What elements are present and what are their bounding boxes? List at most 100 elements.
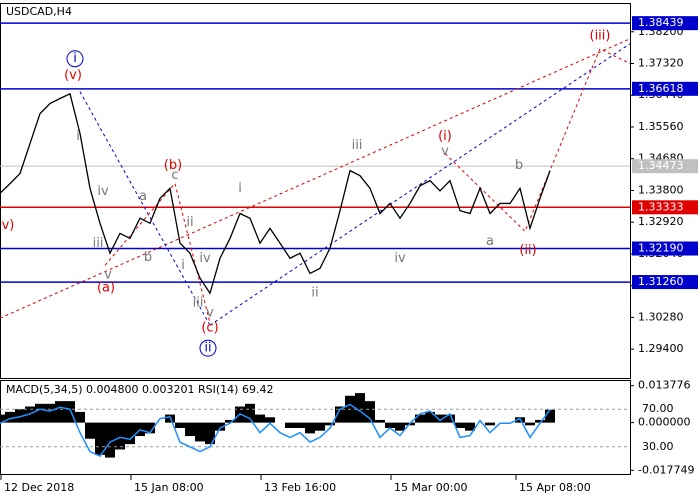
wave-label: (b) — [164, 158, 182, 173]
macd-bar — [285, 422, 295, 428]
macd-bar — [55, 401, 65, 423]
wave-label: i — [76, 129, 80, 144]
rsi-line — [0, 403, 551, 458]
wave-label: (iii) — [590, 28, 611, 43]
y-tick-label: 1.37320 — [638, 57, 684, 70]
macd-bar — [255, 414, 265, 423]
price-line — [0, 92, 551, 295]
macd-bar — [175, 422, 185, 428]
macd-bar — [225, 419, 235, 423]
level-box — [632, 200, 698, 215]
wave-label: ii — [204, 341, 211, 356]
y-tick-label: 0.000000 — [638, 416, 691, 429]
x-tick-label: 12 Dec 2018 — [4, 481, 74, 494]
macd-bar — [75, 411, 85, 423]
y-tick-label: 1.29400 — [638, 342, 684, 355]
wave-label: a — [486, 234, 494, 249]
wave-label: i — [181, 258, 185, 273]
y-tick-label: 1.35560 — [638, 120, 684, 133]
wave-label: c — [171, 168, 178, 183]
wave-label: v — [104, 268, 112, 283]
macd-bar — [535, 419, 545, 423]
x-tick-label: 15 Jan 08:00 — [134, 481, 204, 494]
macd-bar — [95, 422, 105, 455]
wave-label: ii — [186, 215, 193, 230]
macd-bar — [305, 422, 315, 434]
wave-label: i — [238, 181, 242, 196]
macd-bar — [435, 414, 445, 423]
macd-bar — [265, 417, 275, 423]
macd-bar — [355, 393, 365, 423]
chart-title: USDCAD,H4 — [6, 5, 72, 18]
macd-bar — [105, 422, 115, 458]
macd-bar — [195, 422, 205, 442]
wave-label: iv — [199, 251, 211, 266]
wave-label: ii — [311, 286, 318, 301]
wave-label: (v) — [64, 68, 82, 83]
wave-label: iv — [97, 184, 109, 199]
macd-bar — [45, 403, 55, 423]
macd-bar — [115, 422, 125, 450]
wave-label: (ii) — [519, 243, 536, 258]
macd-bar — [215, 422, 225, 431]
macd-bar — [5, 411, 15, 423]
macd-bar — [205, 422, 215, 445]
wave-circle — [66, 50, 84, 68]
level-label: 1.33333 — [638, 200, 684, 213]
macd-bar — [185, 422, 195, 437]
level-label: 1.34473 — [638, 159, 684, 172]
y-tick-label: 1.30280 — [638, 310, 684, 323]
macd-bar — [375, 419, 385, 423]
wave-label: iv — [394, 251, 406, 266]
macd-bar — [545, 409, 555, 423]
level-label: 1.38439 — [638, 16, 684, 29]
level-box — [632, 81, 698, 96]
macd-bar — [325, 422, 335, 426]
level-label: 1.36618 — [638, 82, 684, 95]
wave-label: iii — [193, 296, 204, 311]
indicator-panel-frame — [0, 380, 631, 475]
macd-bar — [145, 422, 155, 434]
trend-line — [209, 43, 631, 326]
macd-bar — [445, 414, 455, 423]
wave-circle — [199, 339, 217, 357]
wave-label: a — [139, 189, 147, 204]
indicator-title: MACD(5,34,5) 0.004800 0.003201 RSI(14) 6… — [6, 383, 273, 396]
wave-label: i — [73, 51, 77, 66]
trend-line — [0, 38, 631, 319]
y-tick-label: 70.00 — [642, 402, 674, 415]
wave-label: (a) — [97, 281, 115, 296]
macd-bar — [335, 406, 345, 423]
wave-label: iii — [93, 236, 104, 251]
macd-bar — [385, 422, 395, 428]
main-panel-frame — [0, 3, 631, 379]
y-tick-label: 1.33800 — [638, 183, 684, 196]
y-tick-label: 30.00 — [642, 440, 674, 453]
wave-label: (c) — [201, 321, 218, 336]
macd-bar — [15, 409, 25, 423]
x-tick-label: 15 Apr 08:00 — [519, 481, 591, 494]
level-label: 1.31260 — [638, 275, 684, 288]
macd-bar — [415, 414, 425, 423]
wave-label: v — [206, 306, 214, 321]
x-tick-label: 13 Feb 16:00 — [264, 481, 336, 494]
wave-label: v — [441, 144, 449, 159]
macd-bar — [65, 401, 75, 423]
level-box — [632, 241, 698, 256]
level-label: 1.32190 — [638, 242, 684, 255]
level-box — [632, 16, 698, 31]
y-tick-label: 1.32920 — [638, 215, 684, 228]
macd-bar — [0, 414, 5, 423]
wave-label: b — [515, 158, 523, 173]
wave-label: b — [144, 250, 152, 265]
macd-bar — [315, 422, 325, 431]
wave-label: (i) — [438, 129, 452, 144]
level-box — [632, 159, 698, 174]
macd-bar — [395, 422, 405, 431]
macd-bar — [245, 403, 255, 423]
macd-bar — [525, 422, 535, 426]
macd-bar — [85, 422, 95, 439]
trend-line — [444, 48, 631, 233]
wave-label: v) — [2, 218, 15, 233]
